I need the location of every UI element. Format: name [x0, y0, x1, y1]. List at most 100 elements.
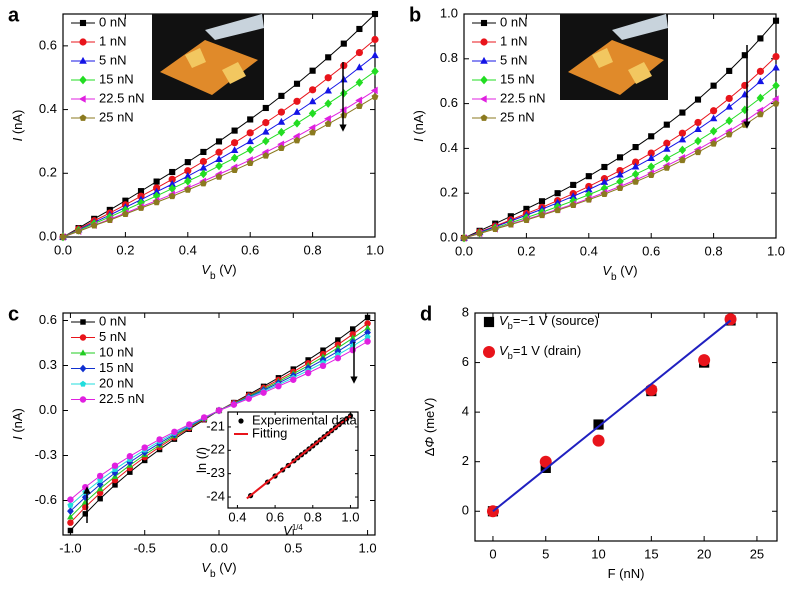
marker	[507, 220, 515, 228]
marker	[364, 314, 371, 321]
marker	[523, 205, 530, 212]
marker	[67, 527, 74, 534]
marker	[290, 376, 297, 383]
x-tick-label: 1.0	[359, 540, 377, 555]
marker	[277, 127, 286, 137]
x-tick-label: 0.4	[179, 242, 197, 257]
marker	[75, 227, 83, 235]
y-axis-label-part: )	[194, 447, 209, 451]
legend-label: 15 nN	[99, 71, 134, 86]
x-tick-label: 25	[750, 546, 764, 561]
marker	[663, 139, 671, 147]
marker	[112, 482, 118, 488]
y-tick-label: -21	[206, 418, 225, 433]
marker	[340, 40, 347, 47]
marker	[355, 78, 364, 87]
marker	[647, 171, 655, 178]
marker	[570, 181, 577, 188]
marker	[152, 187, 161, 195]
x-axis-label-part: V	[602, 263, 612, 278]
marker	[319, 362, 327, 369]
x-axis-label-part: V	[201, 560, 211, 575]
marker	[127, 469, 133, 475]
y-axis-label-part: Δ	[422, 447, 437, 456]
x-tick-label: 0.6	[642, 243, 660, 258]
marker	[262, 104, 269, 112]
marker	[215, 173, 223, 180]
marker	[370, 86, 378, 95]
marker	[616, 170, 624, 178]
marker	[364, 324, 371, 331]
marker	[334, 354, 342, 362]
legend-label: 25 nN	[500, 109, 535, 124]
marker	[479, 95, 487, 103]
marker	[364, 333, 371, 340]
y-axis-label-part: (meV)	[422, 398, 437, 437]
marker	[199, 163, 208, 171]
marker	[340, 89, 348, 98]
marker	[679, 109, 686, 116]
marker	[710, 140, 718, 147]
y-tick-label: -23	[206, 465, 225, 480]
marker	[156, 436, 163, 443]
marker	[324, 120, 332, 127]
marker	[698, 354, 711, 367]
panel-label: c	[8, 303, 19, 325]
marker	[483, 316, 495, 328]
x-tick-label: 0.5	[284, 540, 302, 555]
marker	[371, 93, 379, 100]
marker	[277, 117, 286, 125]
x-tick-label: 0.0	[455, 243, 473, 258]
x-tick-label: 0.2	[517, 243, 535, 258]
marker	[309, 86, 317, 94]
x-tick-label: 1.0	[366, 242, 384, 257]
marker	[168, 175, 176, 183]
marker	[371, 51, 379, 59]
y-tick-label: 0.6	[440, 95, 458, 110]
x-tick-label: 5	[542, 546, 549, 561]
x-tick-label: 0.8	[304, 242, 322, 257]
series-line	[492, 319, 732, 513]
marker	[200, 148, 207, 156]
marker	[349, 334, 357, 341]
marker	[82, 483, 89, 491]
marker	[631, 162, 640, 170]
y-axis-label-part: ln (	[194, 454, 209, 473]
marker	[371, 35, 379, 44]
marker	[324, 74, 332, 82]
marker	[340, 111, 348, 119]
x-tick-label: 15	[644, 546, 658, 561]
marker	[355, 63, 364, 71]
marker	[585, 196, 593, 203]
marker	[554, 206, 562, 214]
marker	[168, 192, 176, 200]
x-tick-label: 0.6	[241, 242, 259, 257]
marker	[184, 186, 192, 193]
marker	[262, 127, 270, 135]
x-tick-label: 0.0	[210, 540, 228, 555]
marker	[569, 192, 577, 200]
marker	[371, 67, 379, 76]
marker	[199, 157, 207, 166]
marker	[59, 233, 67, 240]
y-tick-label: 2	[462, 453, 469, 468]
marker	[710, 82, 717, 89]
marker	[600, 190, 608, 198]
marker	[355, 102, 363, 109]
y-tick-label: 0.4	[440, 140, 458, 155]
marker	[709, 114, 718, 122]
marker	[246, 159, 254, 167]
y-tick-label: -22	[206, 442, 225, 457]
marker	[632, 158, 640, 166]
y-tick-label: 0.8	[440, 50, 458, 65]
marker	[106, 216, 114, 224]
marker	[648, 133, 655, 140]
marker	[356, 25, 363, 33]
marker	[349, 331, 356, 338]
legend-label: Vb=−1 V (source)	[499, 313, 599, 331]
y-tick-label: 0.4	[39, 101, 57, 116]
marker	[246, 129, 254, 137]
marker	[231, 139, 239, 147]
